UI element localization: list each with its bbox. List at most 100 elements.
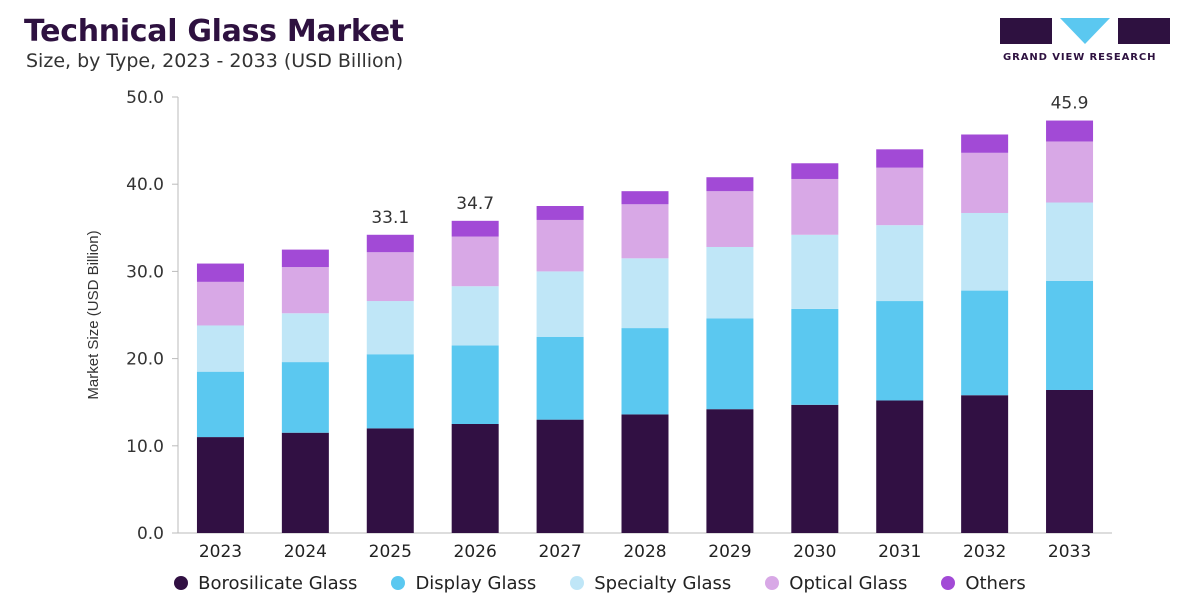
bar-segment-display-glass-2028 [621, 328, 669, 415]
y-tick-label: 20.0 [126, 350, 164, 370]
bar-segment-specialty-glass-2032 [961, 212, 1009, 291]
bar-segment-display-glass-2030 [791, 308, 839, 405]
bar-segment-specialty-glass-2023 [196, 325, 244, 372]
bar-segment-optical-glass-2023 [196, 281, 244, 326]
bar-segment-display-glass-2033 [1046, 280, 1094, 390]
bar-segment-others-2029 [706, 177, 754, 192]
bar-segment-others-2033 [1046, 120, 1094, 142]
x-tick-label: 2029 [708, 542, 751, 562]
bar-segment-display-glass-2031 [876, 301, 924, 401]
legend-swatch [391, 576, 406, 590]
bar-segment-others-2025 [366, 234, 414, 253]
chart-legend: Borosilicate Glass Display Glass Specialty… [0, 568, 1200, 598]
legend-swatch [570, 576, 585, 590]
bar-segment-borosilicate-glass-2023 [196, 437, 244, 533]
legend-item: Optical Glass [765, 573, 907, 594]
total-value-label-2025: 33.1 [371, 208, 409, 228]
bar-segment-others-2023 [196, 263, 244, 282]
bar-segment-borosilicate-glass-2025 [366, 428, 414, 533]
bar-segment-specialty-glass-2029 [706, 246, 754, 319]
y-tick-label: 0.0 [137, 524, 164, 544]
bar-segment-optical-glass-2027 [536, 219, 584, 272]
x-tick-label: 2023 [199, 542, 242, 562]
legend-swatch [174, 576, 189, 590]
legend-label: Display Glass [415, 572, 537, 594]
bar-segment-borosilicate-glass-2024 [281, 432, 329, 533]
grand-view-research-logo [1000, 18, 1170, 44]
total-value-label-2026: 34.7 [456, 194, 494, 214]
bar-segment-borosilicate-glass-2029 [706, 409, 754, 533]
legend-item: Specialty Glass [570, 573, 731, 594]
bar-segment-optical-glass-2025 [366, 252, 414, 302]
logo-triangle [1060, 18, 1110, 44]
bar-segment-specialty-glass-2026 [451, 286, 499, 346]
bar-segment-borosilicate-glass-2030 [791, 404, 839, 533]
bar-segment-optical-glass-2029 [706, 191, 754, 247]
total-value-label-2033: 45.9 [1051, 94, 1089, 114]
chart-subtitle: Size, by Type, 2023 - 2033 (USD Billion) [26, 50, 404, 72]
bar-segment-borosilicate-glass-2027 [536, 419, 584, 533]
bar-segment-display-glass-2032 [961, 290, 1009, 396]
legend-label: Others [965, 572, 1026, 594]
bar-segment-display-glass-2027 [536, 336, 584, 420]
bar-segment-specialty-glass-2028 [621, 258, 669, 329]
legend-swatch [941, 576, 956, 590]
bar-segment-display-glass-2023 [196, 371, 244, 438]
legend-item: Display Glass [391, 573, 536, 594]
bar-segment-display-glass-2029 [706, 318, 754, 410]
legend-label: Borosilicate Glass [198, 572, 358, 594]
bar-segment-others-2032 [961, 134, 1009, 153]
bar-segment-specialty-glass-2031 [876, 225, 924, 302]
bar-segment-specialty-glass-2030 [791, 234, 839, 309]
x-tick-label: 2030 [793, 542, 836, 562]
legend-item: Others [941, 573, 1026, 594]
bar-segment-optical-glass-2031 [876, 167, 924, 226]
bar-segment-display-glass-2024 [281, 362, 329, 433]
bar-segment-others-2028 [621, 191, 669, 205]
x-tick-label: 2024 [284, 542, 327, 562]
bar-segment-specialty-glass-2027 [536, 271, 584, 337]
logo-text: GRAND VIEW RESEARCH [1003, 52, 1157, 63]
y-axis-label: Market Size (USD Billion) [85, 230, 102, 399]
bar-segment-optical-glass-2024 [281, 267, 329, 314]
bar-segment-others-2031 [876, 149, 924, 168]
bar-segment-others-2026 [451, 220, 499, 237]
bar-segment-optical-glass-2032 [961, 152, 1009, 213]
bar-segment-optical-glass-2028 [621, 204, 669, 259]
y-tick-label: 40.0 [126, 175, 164, 195]
bar-segment-borosilicate-glass-2028 [621, 414, 669, 533]
y-tick-label: 50.0 [126, 88, 164, 108]
legend-item: Borosilicate Glass [174, 573, 357, 594]
chart-title: Technical Glass Market [24, 14, 404, 49]
bar-segment-borosilicate-glass-2026 [451, 424, 499, 533]
bar-segment-optical-glass-2033 [1046, 141, 1094, 203]
x-tick-label: 2033 [1048, 542, 1091, 562]
bar-segment-others-2024 [281, 249, 329, 268]
bar-segment-display-glass-2026 [451, 345, 499, 424]
bar-segment-display-glass-2025 [366, 354, 414, 429]
x-tick-label: 2026 [454, 542, 497, 562]
legend-label: Specialty Glass [594, 572, 732, 594]
y-tick-label: 10.0 [126, 437, 164, 457]
bar-segment-optical-glass-2026 [451, 236, 499, 287]
x-tick-label: 2027 [538, 542, 581, 562]
legend-label: Optical Glass [789, 572, 908, 594]
bar-segment-others-2027 [536, 206, 584, 220]
bar-segment-specialty-glass-2024 [281, 313, 329, 363]
x-tick-label: 2032 [963, 542, 1006, 562]
logo-block-left [1000, 18, 1052, 44]
y-tick-label: 30.0 [126, 262, 164, 282]
bar-segment-borosilicate-glass-2031 [876, 400, 924, 533]
bar-segment-borosilicate-glass-2032 [961, 395, 1009, 533]
bar-segment-optical-glass-2030 [791, 178, 839, 235]
bar-segment-specialty-glass-2025 [366, 301, 414, 355]
legend-swatch [765, 576, 780, 590]
bar-segment-others-2030 [791, 163, 839, 179]
bar-segment-borosilicate-glass-2033 [1046, 389, 1094, 533]
x-tick-label: 2025 [369, 542, 412, 562]
x-tick-label: 2031 [878, 542, 921, 562]
bar-segment-specialty-glass-2033 [1046, 202, 1094, 281]
x-tick-label: 2028 [623, 542, 666, 562]
logo-block-right [1118, 18, 1170, 44]
